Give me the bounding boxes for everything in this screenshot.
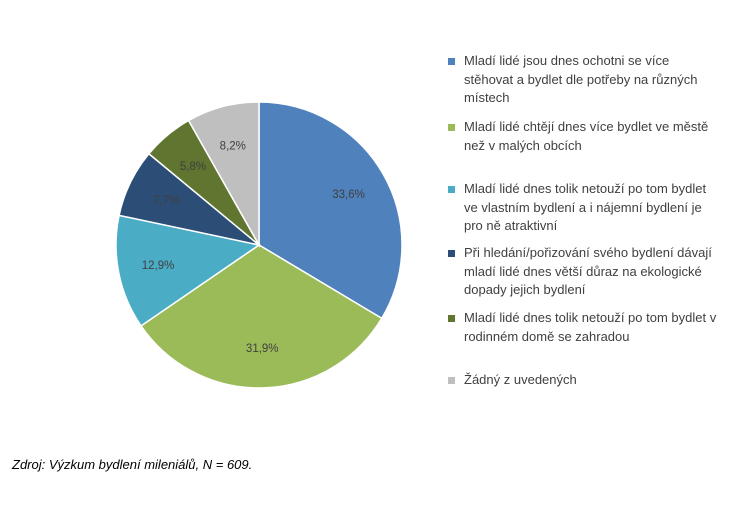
legend-label: Žádný z uvedených	[464, 372, 577, 387]
pie-slice	[187, 101, 260, 248]
legend-swatch	[448, 250, 455, 257]
pie-slice	[115, 214, 261, 327]
legend-swatch	[448, 124, 455, 131]
legend-label: Mladí lidé jsou dnes ochotni se více stě…	[464, 53, 698, 105]
legend-item: Žádný z uvedených	[448, 371, 718, 390]
pie-chart: 33,6% 31,9% 12,9% 7,7% 5,8% 8,2%	[115, 101, 403, 389]
legend-label: Při hledání/pořizování svého bydlení dáv…	[464, 245, 712, 297]
slice-data-label: 8,2%	[220, 140, 246, 152]
legend-swatch	[448, 186, 455, 193]
legend-item: Mladí lidé jsou dnes ochotni se více stě…	[448, 52, 718, 108]
legend-item: Mladí lidé dnes tolik netouží po tom byd…	[448, 180, 718, 236]
slice-data-label: 7,7%	[153, 195, 179, 207]
legend-swatch	[448, 377, 455, 384]
slice-data-label: 12,9%	[142, 260, 175, 272]
legend-item: Mladí lidé chtějí dnes více bydlet ve mě…	[448, 118, 718, 155]
legend-swatch	[448, 58, 455, 65]
legend-item: Mladí lidé dnes tolik netouží po tom byd…	[448, 309, 718, 346]
legend-label: Mladí lidé dnes tolik netouží po tom byd…	[464, 181, 707, 233]
pie-slice	[258, 101, 403, 320]
source-note: Zdroj: Výzkum bydlení mileniálů, N = 609…	[12, 457, 253, 472]
pie-slice	[140, 244, 383, 389]
slice-data-label: 33,6%	[332, 189, 365, 201]
slice-data-label: 5,8%	[180, 161, 206, 173]
legend-label: Mladí lidé chtějí dnes více bydlet ve mě…	[464, 119, 709, 153]
legend-label: Mladí lidé dnes tolik netouží po tom byd…	[464, 310, 717, 344]
legend-item: Při hledání/pořizování svého bydlení dáv…	[448, 244, 718, 300]
legend-swatch	[448, 315, 455, 322]
slice-data-label: 31,9%	[246, 343, 279, 355]
